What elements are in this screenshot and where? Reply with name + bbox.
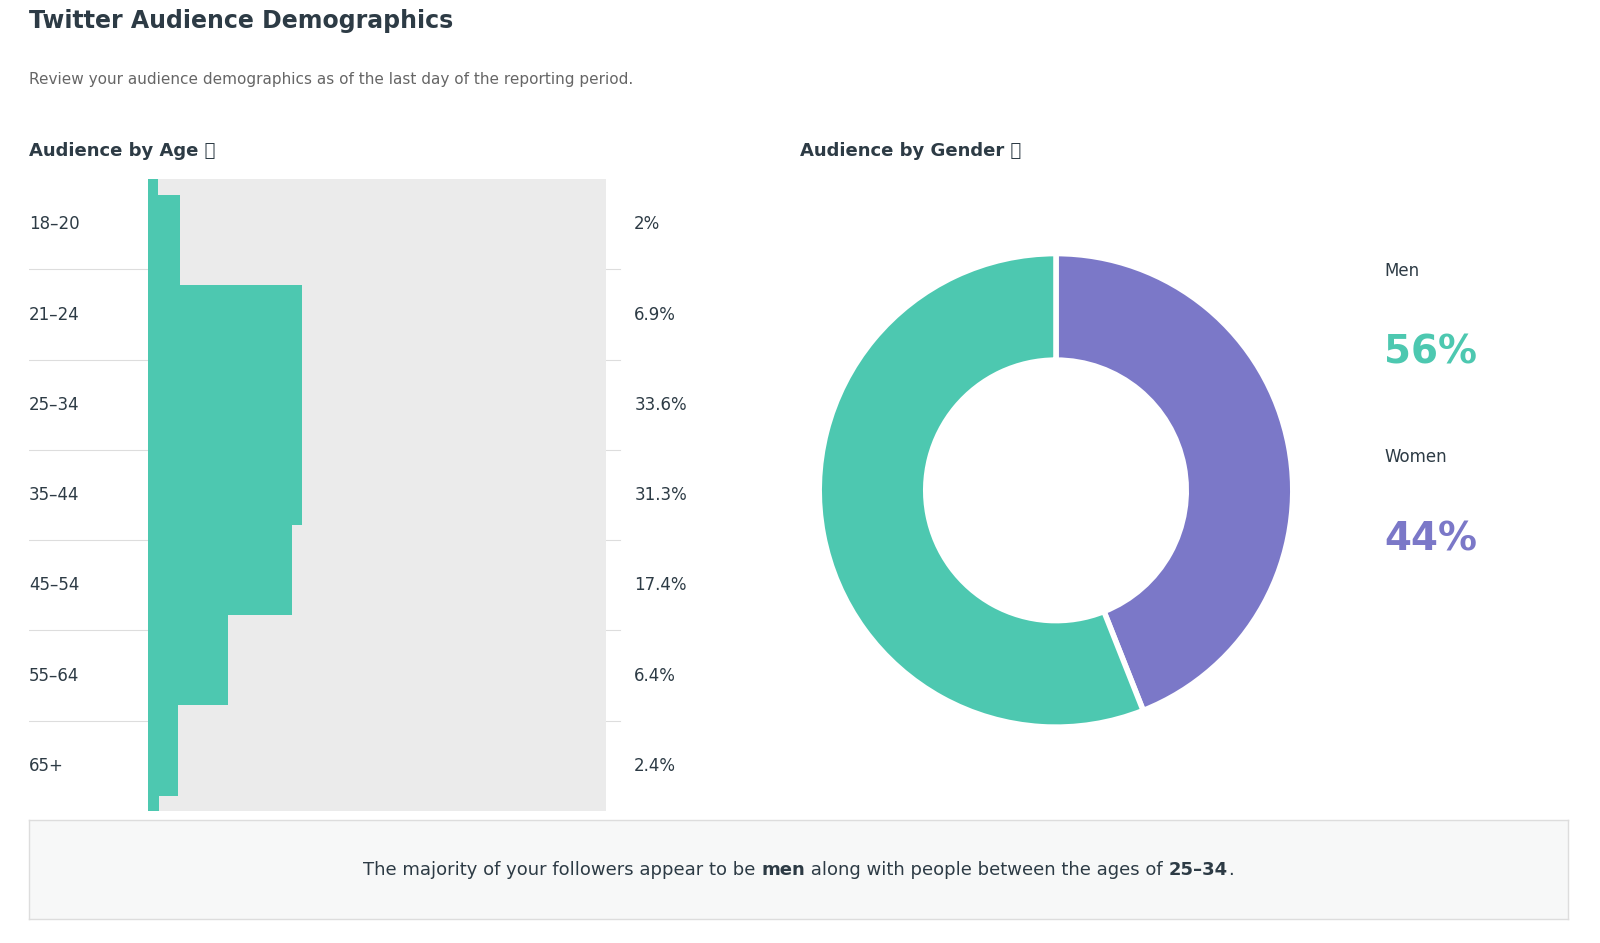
Text: Review your audience demographics as of the last day of the reporting period.: Review your audience demographics as of …	[29, 73, 634, 88]
Bar	[149, 375, 291, 615]
Bar	[149, 194, 606, 435]
Bar	[149, 646, 160, 885]
Text: 55–64: 55–64	[29, 667, 78, 685]
Text: 25–34: 25–34	[29, 396, 80, 414]
Text: 6.9%: 6.9%	[634, 306, 677, 323]
Text: 2%: 2%	[634, 215, 661, 233]
Text: Audience by Gender ⓘ: Audience by Gender ⓘ	[800, 141, 1021, 160]
Wedge shape	[819, 254, 1142, 727]
Bar	[149, 285, 606, 525]
Text: The majority of your followers appear to be: The majority of your followers appear to…	[363, 861, 762, 879]
Text: 21–24: 21–24	[29, 306, 80, 323]
Text: 31.3%: 31.3%	[634, 486, 686, 505]
Text: 6.4%: 6.4%	[634, 667, 677, 685]
Text: along with people between the ages of: along with people between the ages of	[805, 861, 1168, 879]
Text: 17.4%: 17.4%	[634, 576, 686, 594]
Bar	[149, 285, 302, 525]
Text: 65+: 65+	[29, 757, 64, 775]
Bar	[149, 194, 181, 435]
Bar	[149, 555, 606, 796]
Bar	[149, 555, 178, 796]
Text: 44%: 44%	[1384, 521, 1477, 558]
Text: 56%: 56%	[1384, 334, 1477, 372]
Text: 25–34: 25–34	[1168, 861, 1227, 879]
Bar	[149, 105, 158, 344]
Text: 35–44: 35–44	[29, 486, 80, 505]
Text: 18–20: 18–20	[29, 215, 80, 233]
Text: 33.6%: 33.6%	[634, 396, 686, 414]
Text: 2.4%: 2.4%	[634, 757, 677, 775]
Text: 45–54: 45–54	[29, 576, 78, 594]
Text: Men: Men	[1384, 262, 1419, 280]
Bar	[149, 646, 606, 885]
Bar	[149, 465, 606, 705]
Bar	[149, 375, 606, 615]
Text: Women: Women	[1384, 449, 1446, 467]
Text: Audience by Age ⓘ: Audience by Age ⓘ	[29, 141, 214, 160]
Bar	[149, 465, 229, 705]
Text: men: men	[762, 861, 805, 879]
Text: .: .	[1227, 861, 1234, 879]
Wedge shape	[1056, 254, 1293, 710]
Bar	[149, 105, 606, 344]
Text: Twitter Audience Demographics: Twitter Audience Demographics	[29, 9, 453, 33]
